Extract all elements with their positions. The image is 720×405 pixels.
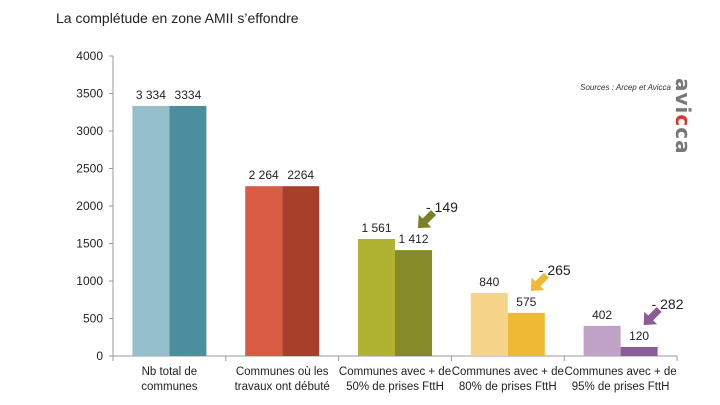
bar-value-label: 2 264 [249,168,279,182]
y-tick-label: 2500 [76,162,103,176]
category-label: Communes avec + de 95% de prises FttH [565,366,677,393]
bar-value-label: 3 334 [136,88,166,102]
down-arrow-icon [643,306,662,325]
bar-right [395,250,432,356]
down-arrow-icon [418,210,437,229]
bar-left [358,238,395,356]
category-label: Communes où les travaux ont débuté [235,366,330,393]
bar-value-label: 1 561 [361,221,391,235]
chart-title: La complétude en zone AMII s’effondre [56,10,299,26]
y-tick-label: 2000 [76,199,103,213]
y-tick-label: 0 [96,349,103,363]
bar-right [507,312,545,356]
y-tick-label: 500 [83,312,103,326]
bar-value-label: 575 [516,295,536,309]
down-arrow-icon [530,272,549,291]
y-tick-label: 1000 [76,274,103,288]
bar-value-label: 120 [629,329,649,343]
delta-annotation: - 282 [652,296,684,312]
y-tick-label: 3500 [76,87,103,101]
bar-value-label: 840 [479,275,499,289]
delta-annotation: - 265 [539,262,571,278]
category-label: Communes avec + de 80% de prises FttH [452,366,564,393]
bar-right [282,186,320,356]
delta-annotation: - 149 [426,199,458,215]
bar-left [132,105,170,356]
category-label: Communes avec + de 50% de prises FttH [339,366,451,393]
source-note: Sources : Arcep et Avicca [580,83,671,92]
bar-right [169,105,207,356]
bar-right [620,347,658,356]
bar-value-label: 3334 [175,88,202,102]
y-tick-label: 3000 [76,124,103,138]
bar-value-label: 402 [592,308,612,322]
category-label: Nb total de communes [141,366,197,393]
y-tick-label: 1500 [76,237,103,251]
bar-left [583,325,621,356]
bar-left [470,293,508,356]
y-tick-label: 4000 [76,49,103,63]
bar-value-label: 1 412 [398,232,428,246]
bar-value-label: 2264 [287,168,314,182]
bar-left [245,186,283,356]
